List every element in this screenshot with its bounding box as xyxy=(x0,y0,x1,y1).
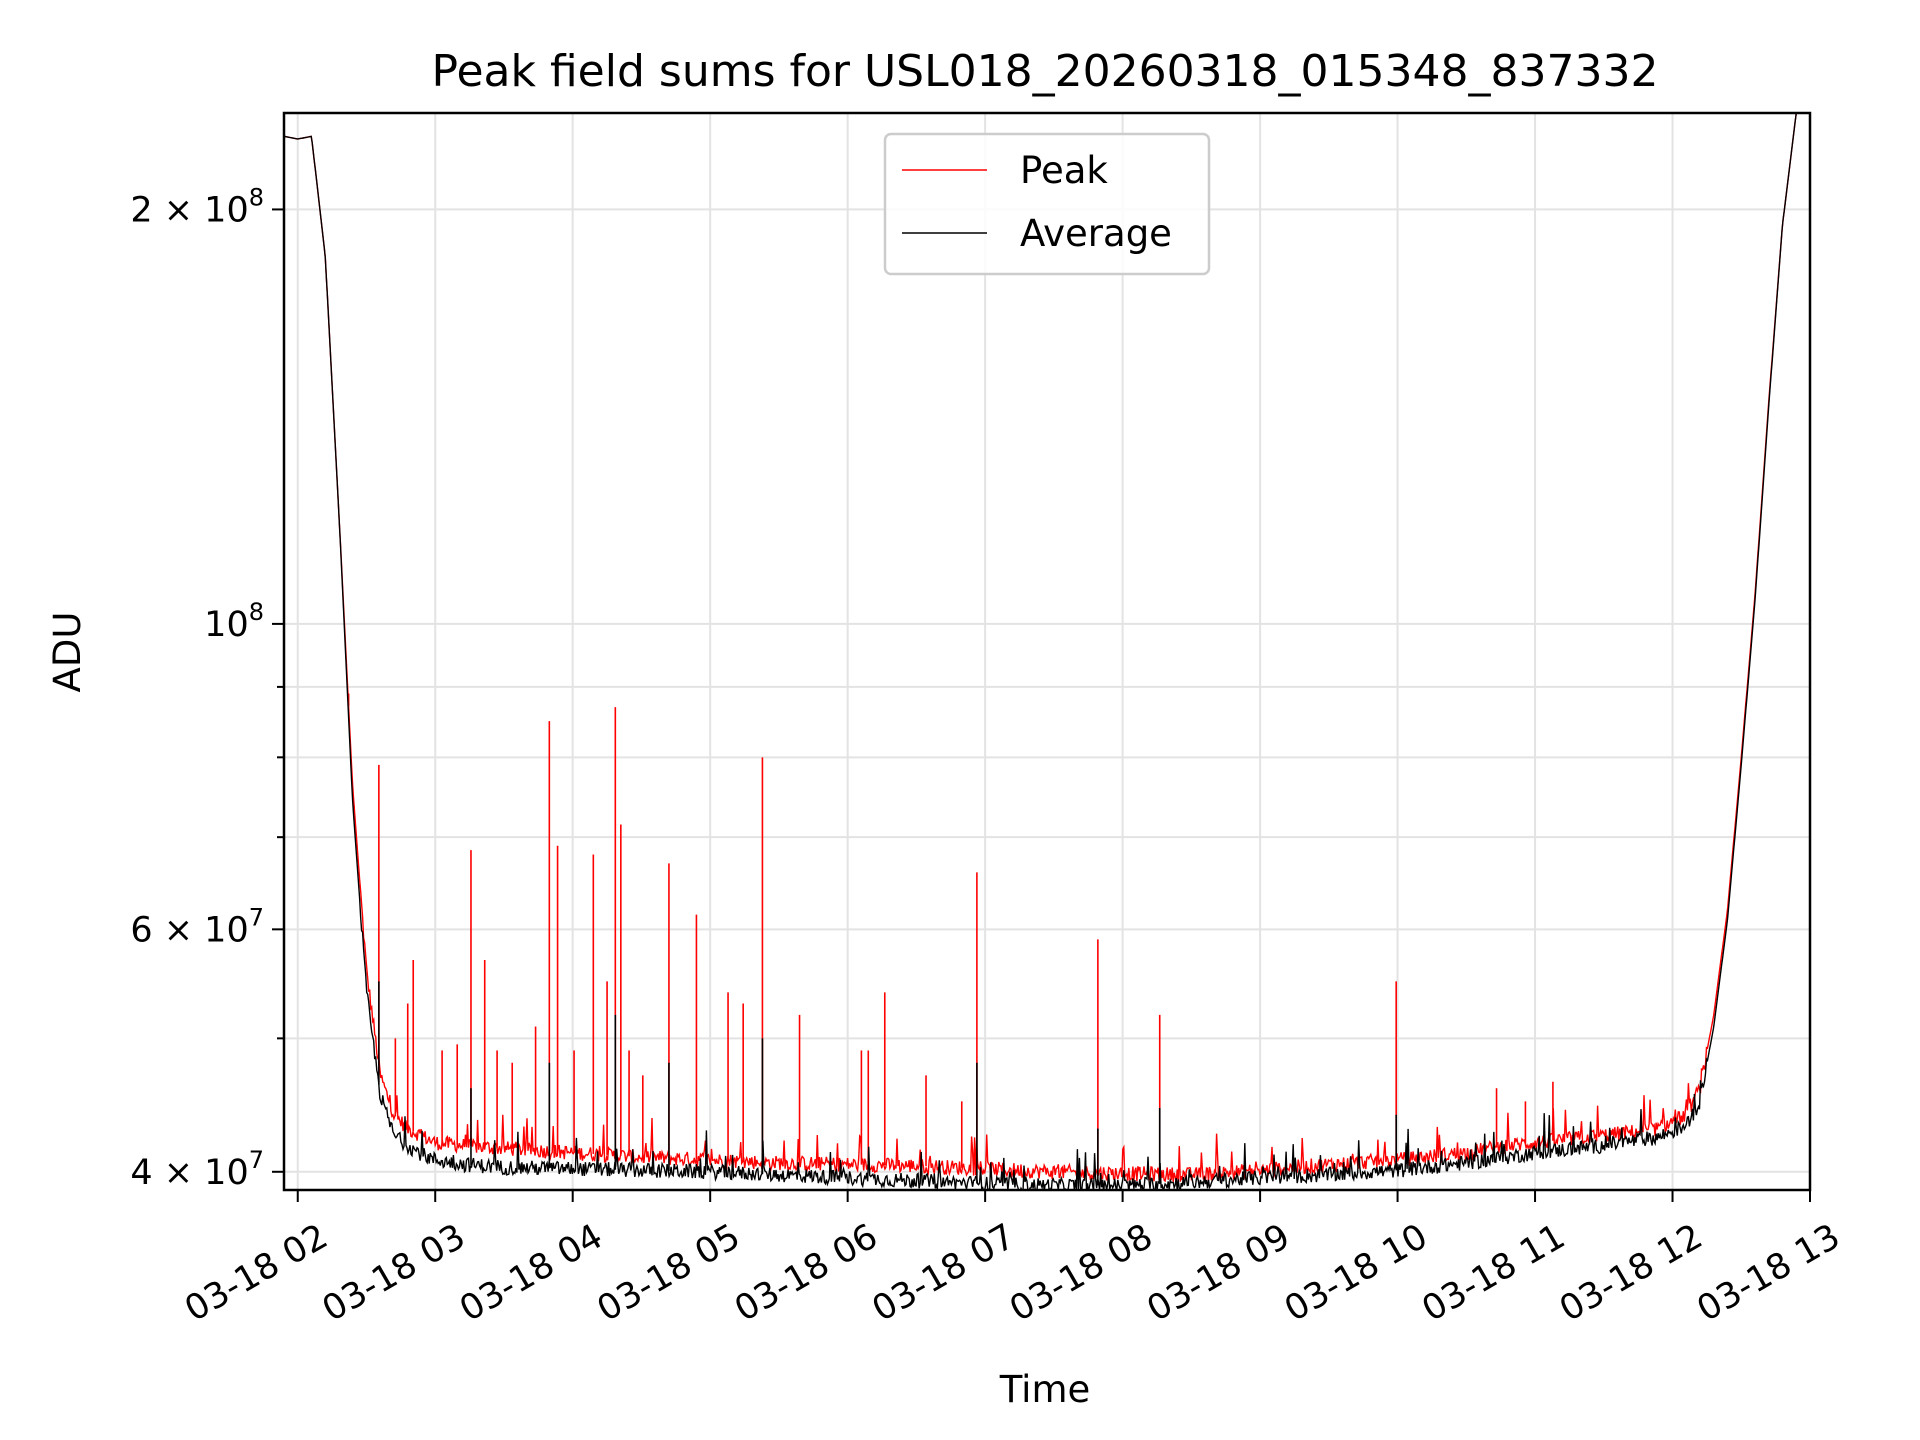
y-tick-label: 4 × 107 xyxy=(130,1146,264,1193)
series-line-average xyxy=(284,113,1797,1190)
chart-title: Peak field sums for USL018_20260318_0153… xyxy=(432,46,1659,97)
y-tick-label: 108 xyxy=(204,598,264,645)
legend: Peak Average xyxy=(883,132,1211,276)
series-layer xyxy=(284,113,1797,1190)
y-axis-label: ADU xyxy=(46,612,89,693)
y-axis: 4 × 107 6 × 107 108 2 × 108 xyxy=(130,183,284,1193)
x-axis-label: Time xyxy=(999,1368,1091,1411)
y-tick-label: 2 × 108 xyxy=(130,183,264,230)
legend-box xyxy=(883,132,1211,276)
legend-label-peak: Peak xyxy=(1020,149,1108,192)
plot-frame xyxy=(282,111,1812,1192)
legend-label-average: Average xyxy=(1020,212,1172,255)
y-tick-label: 6 × 107 xyxy=(130,903,264,950)
